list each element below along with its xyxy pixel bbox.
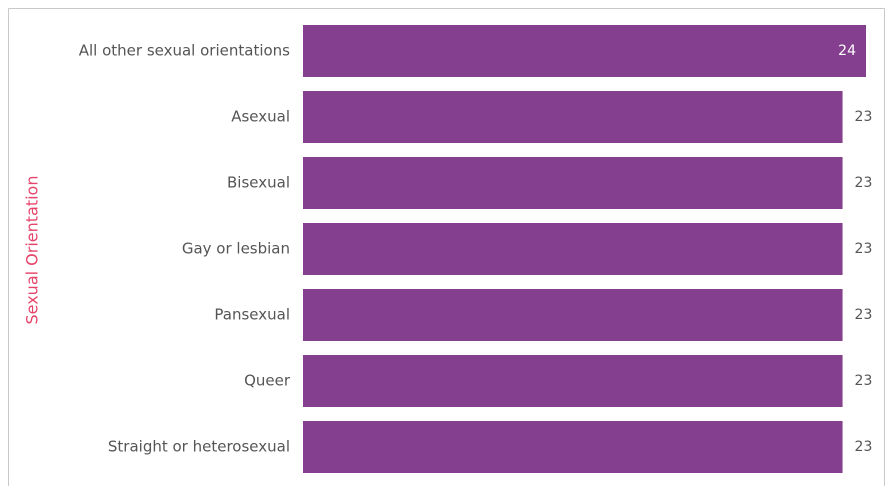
- y-tick-label: Queer: [244, 372, 291, 390]
- y-tick-label: All other sexual orientations: [79, 42, 290, 60]
- data-label: 24: [838, 43, 856, 59]
- data-label: 23: [855, 439, 873, 455]
- bar: [303, 157, 843, 209]
- data-label: 23: [855, 109, 873, 125]
- bar: [303, 289, 843, 341]
- y-tick-label: Asexual: [231, 108, 290, 126]
- y-tick-label: Gay or lesbian: [182, 240, 290, 258]
- data-label: 23: [855, 175, 873, 191]
- y-tick-label: Bisexual: [227, 174, 290, 192]
- data-label: 23: [855, 373, 873, 389]
- y-tick-label: Straight or heterosexual: [108, 438, 290, 456]
- data-label: 23: [855, 307, 873, 323]
- y-tick-label: Pansexual: [214, 306, 290, 324]
- y-axis-title: Sexual Orientation: [23, 176, 42, 325]
- bar: [303, 421, 843, 473]
- bar: [303, 223, 843, 275]
- bar: [303, 355, 843, 407]
- bar: [303, 25, 866, 77]
- bar: [303, 91, 843, 143]
- data-label: 23: [855, 241, 873, 257]
